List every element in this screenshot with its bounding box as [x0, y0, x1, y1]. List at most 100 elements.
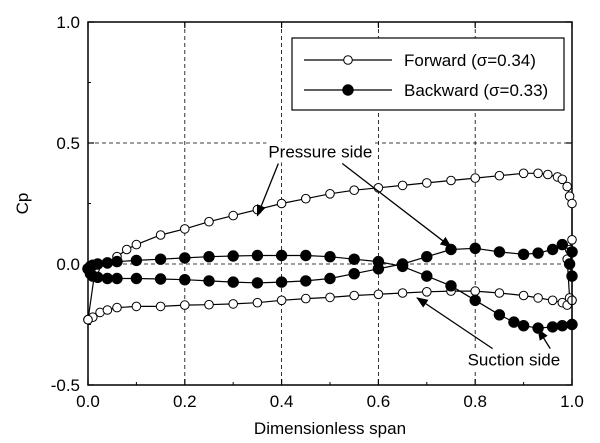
open-data-point [422, 287, 432, 297]
open-data-point [325, 292, 335, 303]
open-data-point [373, 289, 384, 300]
open-data-point [252, 297, 263, 308]
filled-data-point [203, 251, 215, 263]
legend-box [291, 37, 565, 111]
open-data-point [83, 314, 93, 325]
filled-data-point [179, 274, 191, 286]
pressure-side-label: Pressure side [268, 143, 372, 162]
x-tick-label: 0.6 [367, 392, 391, 411]
filled-data-point [469, 294, 481, 306]
filled-data-point [469, 242, 481, 255]
legend: Forward (σ=0.34) Backward (σ=0.33) [291, 37, 565, 111]
ticks: 0.0 0.2 0.4 0.6 0.8 1.0-0.50.00.51.0 [51, 13, 584, 411]
legend-item-forward: Forward (σ=0.34) [304, 51, 536, 70]
annotation-bg [465, 349, 563, 371]
filled-data-point [154, 253, 167, 265]
open-data-point [349, 185, 360, 195]
open-data-point [562, 181, 573, 192]
y-tick-label: -0.5 [51, 376, 80, 395]
series-layer [82, 168, 578, 334]
x-tick-label: 0.0 [76, 392, 100, 411]
open-data-point [518, 168, 529, 179]
open-data-point [131, 239, 142, 250]
filled-data-point [566, 270, 578, 282]
legend-open-marker [343, 55, 353, 65]
y-axis-label: Cp [13, 193, 32, 215]
filled-data-point [493, 309, 506, 321]
filled-data-point [508, 316, 520, 328]
filled-data-point [275, 276, 288, 288]
x-axis-label: Dimensionless span [254, 419, 406, 438]
open-data-point [567, 235, 577, 245]
annotation-arrow [416, 297, 493, 350]
open-data-point [204, 299, 214, 310]
x-tick-label: 0.2 [173, 392, 197, 411]
filled-data-point [532, 247, 544, 259]
filled-data-point [111, 272, 123, 285]
open-data-point [228, 210, 238, 221]
series-forward [83, 286, 577, 325]
filled-data-point [421, 270, 433, 282]
open-data-point [131, 301, 142, 312]
filled-data-point [275, 249, 288, 262]
open-data-point [180, 300, 190, 310]
filled-data-point [445, 280, 457, 292]
open-data-point [204, 216, 214, 227]
filled-data-point [92, 271, 104, 283]
open-data-point [155, 301, 166, 312]
filled-data-point [421, 251, 433, 263]
suction-side-label: Suction side [468, 351, 561, 370]
open-data-point [301, 193, 311, 204]
legend-item-backward: Backward (σ=0.33) [304, 81, 548, 100]
filled-data-point [396, 260, 409, 273]
open-data-point [533, 293, 543, 303]
filled-data-point [227, 276, 239, 288]
filled-data-point [348, 268, 360, 280]
filled-data-point [101, 257, 114, 269]
filled-data-point [532, 322, 544, 334]
open-data-point [397, 180, 408, 191]
filled-data-point [372, 255, 385, 268]
open-data-point [276, 295, 287, 306]
filled-data-point [546, 321, 559, 333]
filled-data-point [324, 251, 336, 263]
open-data-point [180, 224, 190, 234]
open-data-point [349, 290, 360, 301]
open-data-point [567, 198, 577, 209]
open-data-point [121, 244, 132, 255]
open-data-point [325, 189, 335, 199]
open-data-point [422, 178, 432, 188]
open-data-point [446, 175, 456, 186]
filled-data-point [203, 275, 215, 287]
filled-data-point [563, 258, 576, 270]
filled-data-point [348, 253, 360, 265]
y-tick-label: 0.0 [56, 255, 80, 274]
filled-data-point [556, 320, 568, 332]
filled-data-point [101, 272, 114, 285]
x-tick-label: 0.4 [270, 392, 294, 411]
open-data-point [228, 299, 238, 309]
annotation-arrow [341, 163, 452, 248]
x-tick-label: 0.8 [463, 392, 487, 411]
open-data-point [557, 174, 568, 185]
open-data-point [543, 169, 553, 180]
filled-data-point [251, 277, 264, 289]
filled-data-point [566, 246, 578, 258]
open-data-point [102, 305, 113, 315]
open-data-point [397, 288, 408, 298]
filled-data-point [517, 320, 530, 332]
filled-data-point [154, 273, 167, 285]
legend-label: Backward (σ=0.33) [404, 81, 548, 100]
open-data-point [494, 170, 505, 181]
filled-data-point [300, 275, 312, 287]
annotation-arrow [256, 163, 279, 217]
legend-label: Forward (σ=0.34) [404, 51, 536, 70]
filled-data-point [300, 249, 312, 262]
filled-data-point [546, 243, 559, 256]
open-data-point [301, 293, 311, 304]
filled-data-point [92, 258, 104, 270]
series-backward [82, 238, 578, 289]
open-data-point [470, 286, 481, 296]
y-tick-label: 0.5 [56, 134, 80, 153]
